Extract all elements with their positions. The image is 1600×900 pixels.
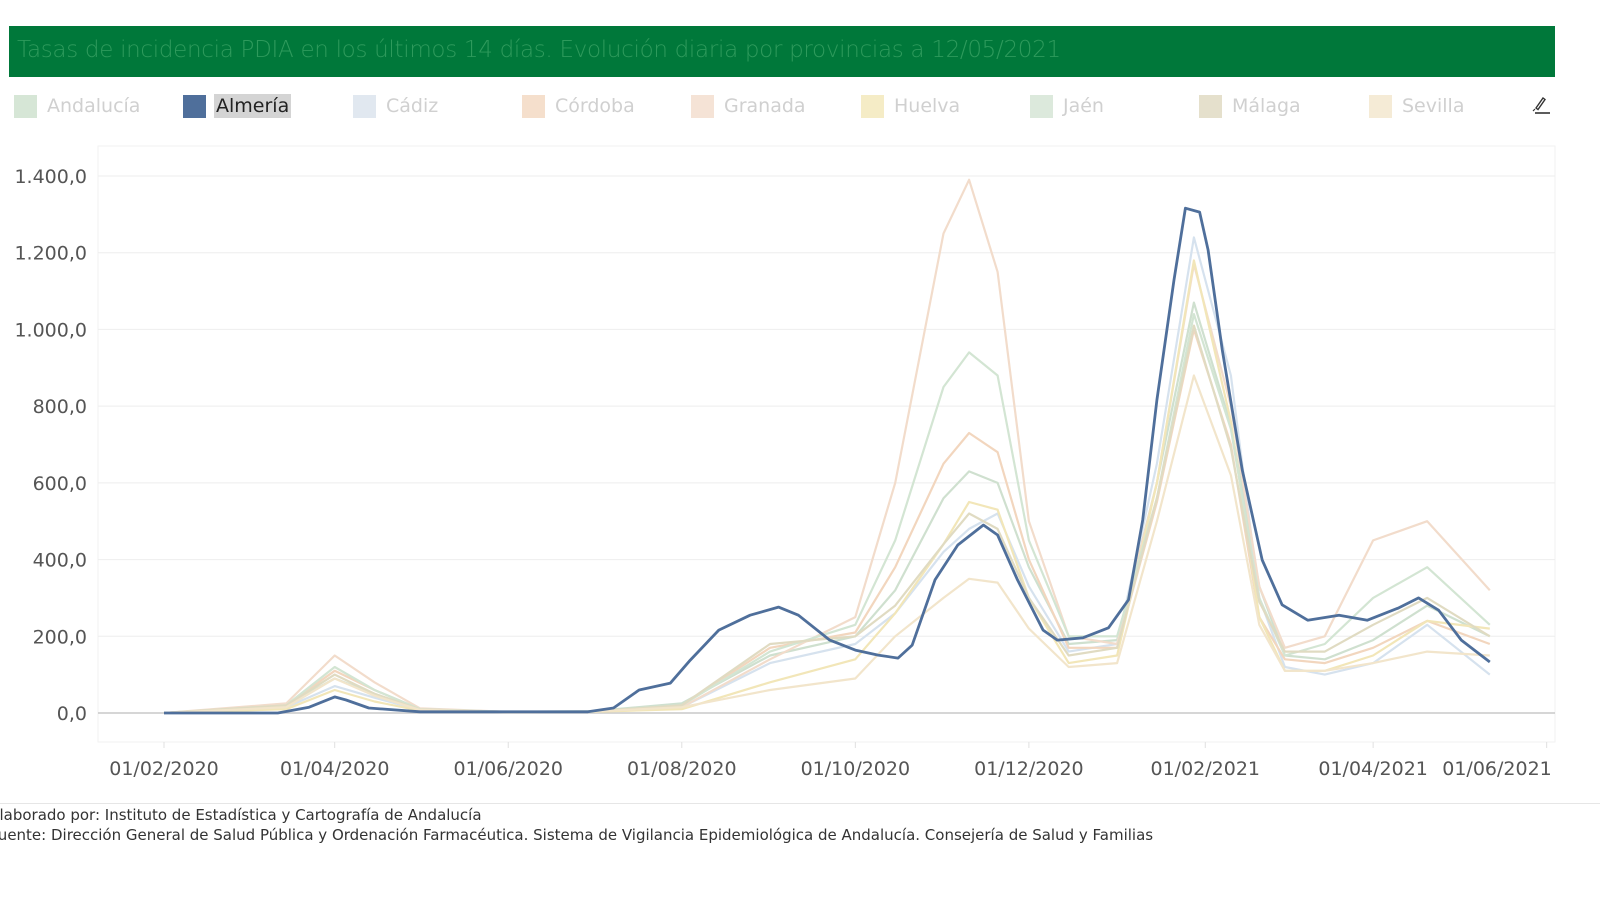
x-tick-label: 01/12/2020 [974,758,1084,780]
y-tick-label: 200,0 [33,626,87,648]
y-tick-label: 0,0 [57,703,87,725]
legend-item-andalucia[interactable]: Andalucía [14,94,142,118]
plot-area [97,145,1556,743]
legend-swatch [1199,94,1222,118]
legend-item-malaga[interactable]: Málaga [1199,94,1303,118]
legend-label: Sevilla [1402,95,1465,117]
x-tick-label: 01/02/2021 [1151,758,1261,780]
credit-text: Elaborado por: Instituto de Estadística … [0,806,482,824]
legend-label: Huelva [894,95,961,117]
footer: Elaborado por: Instituto de Estadística … [0,805,1153,845]
series-line-sevilla [163,374,1490,715]
source-text: Fuente: Dirección General de Salud Públi… [0,826,1154,844]
y-tick-label: 400,0 [33,550,87,572]
x-tick-label: 01/10/2020 [801,758,911,780]
legend-item-cadiz[interactable]: Cádiz [353,94,440,118]
legend-item-huelva[interactable]: Huelva [861,94,962,118]
x-tick-label: 01/06/2020 [453,758,563,780]
legend-label: Córdoba [555,95,635,117]
line-chart: 0,0 200,0 400,0 600,0 800,0 1.000,0 1.200,0 1.4… [14,145,1556,780]
legend-swatch [14,94,37,118]
legend-item-cordoba[interactable]: Córdoba [522,94,637,118]
y-tick-label: 1.400,0 [14,166,87,188]
series-line-jaen [163,313,1491,715]
legend-swatch [861,94,884,118]
legend-label: Andalucía [47,95,141,117]
x-tick-label: 01/06/2021 [1442,758,1552,780]
y-tick-label: 1.200,0 [14,243,87,265]
y-tick-label: 1.000,0 [14,319,87,341]
legend-label: Almería [214,94,292,118]
footer-divider [0,803,1600,804]
y-tick-label: 800,0 [33,396,87,418]
legend-swatch [353,94,376,118]
x-tick-label: 01/04/2020 [280,758,390,780]
series-line-almeria [164,206,1491,715]
chart-title: Tasas de incidencia PDIA en los últimos … [17,37,1061,63]
legend-swatch [691,94,714,118]
legend-item-jaen[interactable]: Jaén [1030,94,1106,118]
title-bar: Tasas de incidencia PDIA en los últimos … [9,26,1555,77]
legend-label: Granada [724,95,806,117]
legend-swatch [1030,94,1053,118]
legend-label: Jaén [1063,95,1104,117]
pen-icon[interactable] [1530,94,1552,116]
y-tick-label: 600,0 [33,473,87,495]
legend-label: Málaga [1232,95,1301,117]
x-tick-label: 01/08/2020 [627,758,737,780]
legend-item-almeria[interactable]: Almería [183,94,292,118]
legend: Andalucía Almería Cádiz Córdoba Granada Huelv… [0,94,1600,124]
legend-swatch [1369,94,1392,118]
legend-label: Cádiz [386,95,439,117]
x-tick-label: 01/02/2020 [109,758,219,780]
legend-swatch [522,94,545,118]
legend-item-sevilla[interactable]: Sevilla [1369,94,1466,118]
x-tick-label: 01/04/2021 [1318,758,1428,780]
legend-swatch [183,94,206,118]
legend-item-granada[interactable]: Granada [691,94,808,118]
